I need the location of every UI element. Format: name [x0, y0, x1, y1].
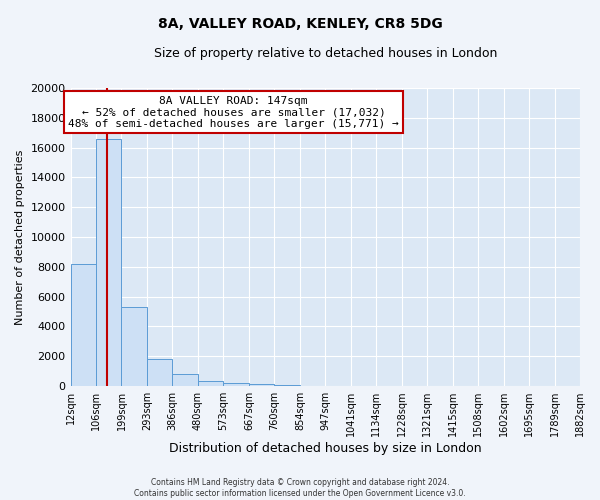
Text: 8A, VALLEY ROAD, KENLEY, CR8 5DG: 8A, VALLEY ROAD, KENLEY, CR8 5DG — [158, 18, 442, 32]
Bar — [249, 384, 274, 386]
Bar — [121, 307, 147, 386]
Title: Size of property relative to detached houses in London: Size of property relative to detached ho… — [154, 48, 497, 60]
X-axis label: Distribution of detached houses by size in London: Distribution of detached houses by size … — [169, 442, 482, 455]
Bar — [274, 385, 300, 386]
Y-axis label: Number of detached properties: Number of detached properties — [15, 150, 25, 325]
Bar — [198, 382, 223, 386]
Text: 8A VALLEY ROAD: 147sqm
← 52% of detached houses are smaller (17,032)
48% of semi: 8A VALLEY ROAD: 147sqm ← 52% of detached… — [68, 96, 399, 128]
Bar — [71, 264, 96, 386]
Text: Contains HM Land Registry data © Crown copyright and database right 2024.
Contai: Contains HM Land Registry data © Crown c… — [134, 478, 466, 498]
Bar — [172, 374, 198, 386]
Bar — [96, 138, 121, 386]
Bar — [223, 383, 249, 386]
Bar — [147, 358, 172, 386]
